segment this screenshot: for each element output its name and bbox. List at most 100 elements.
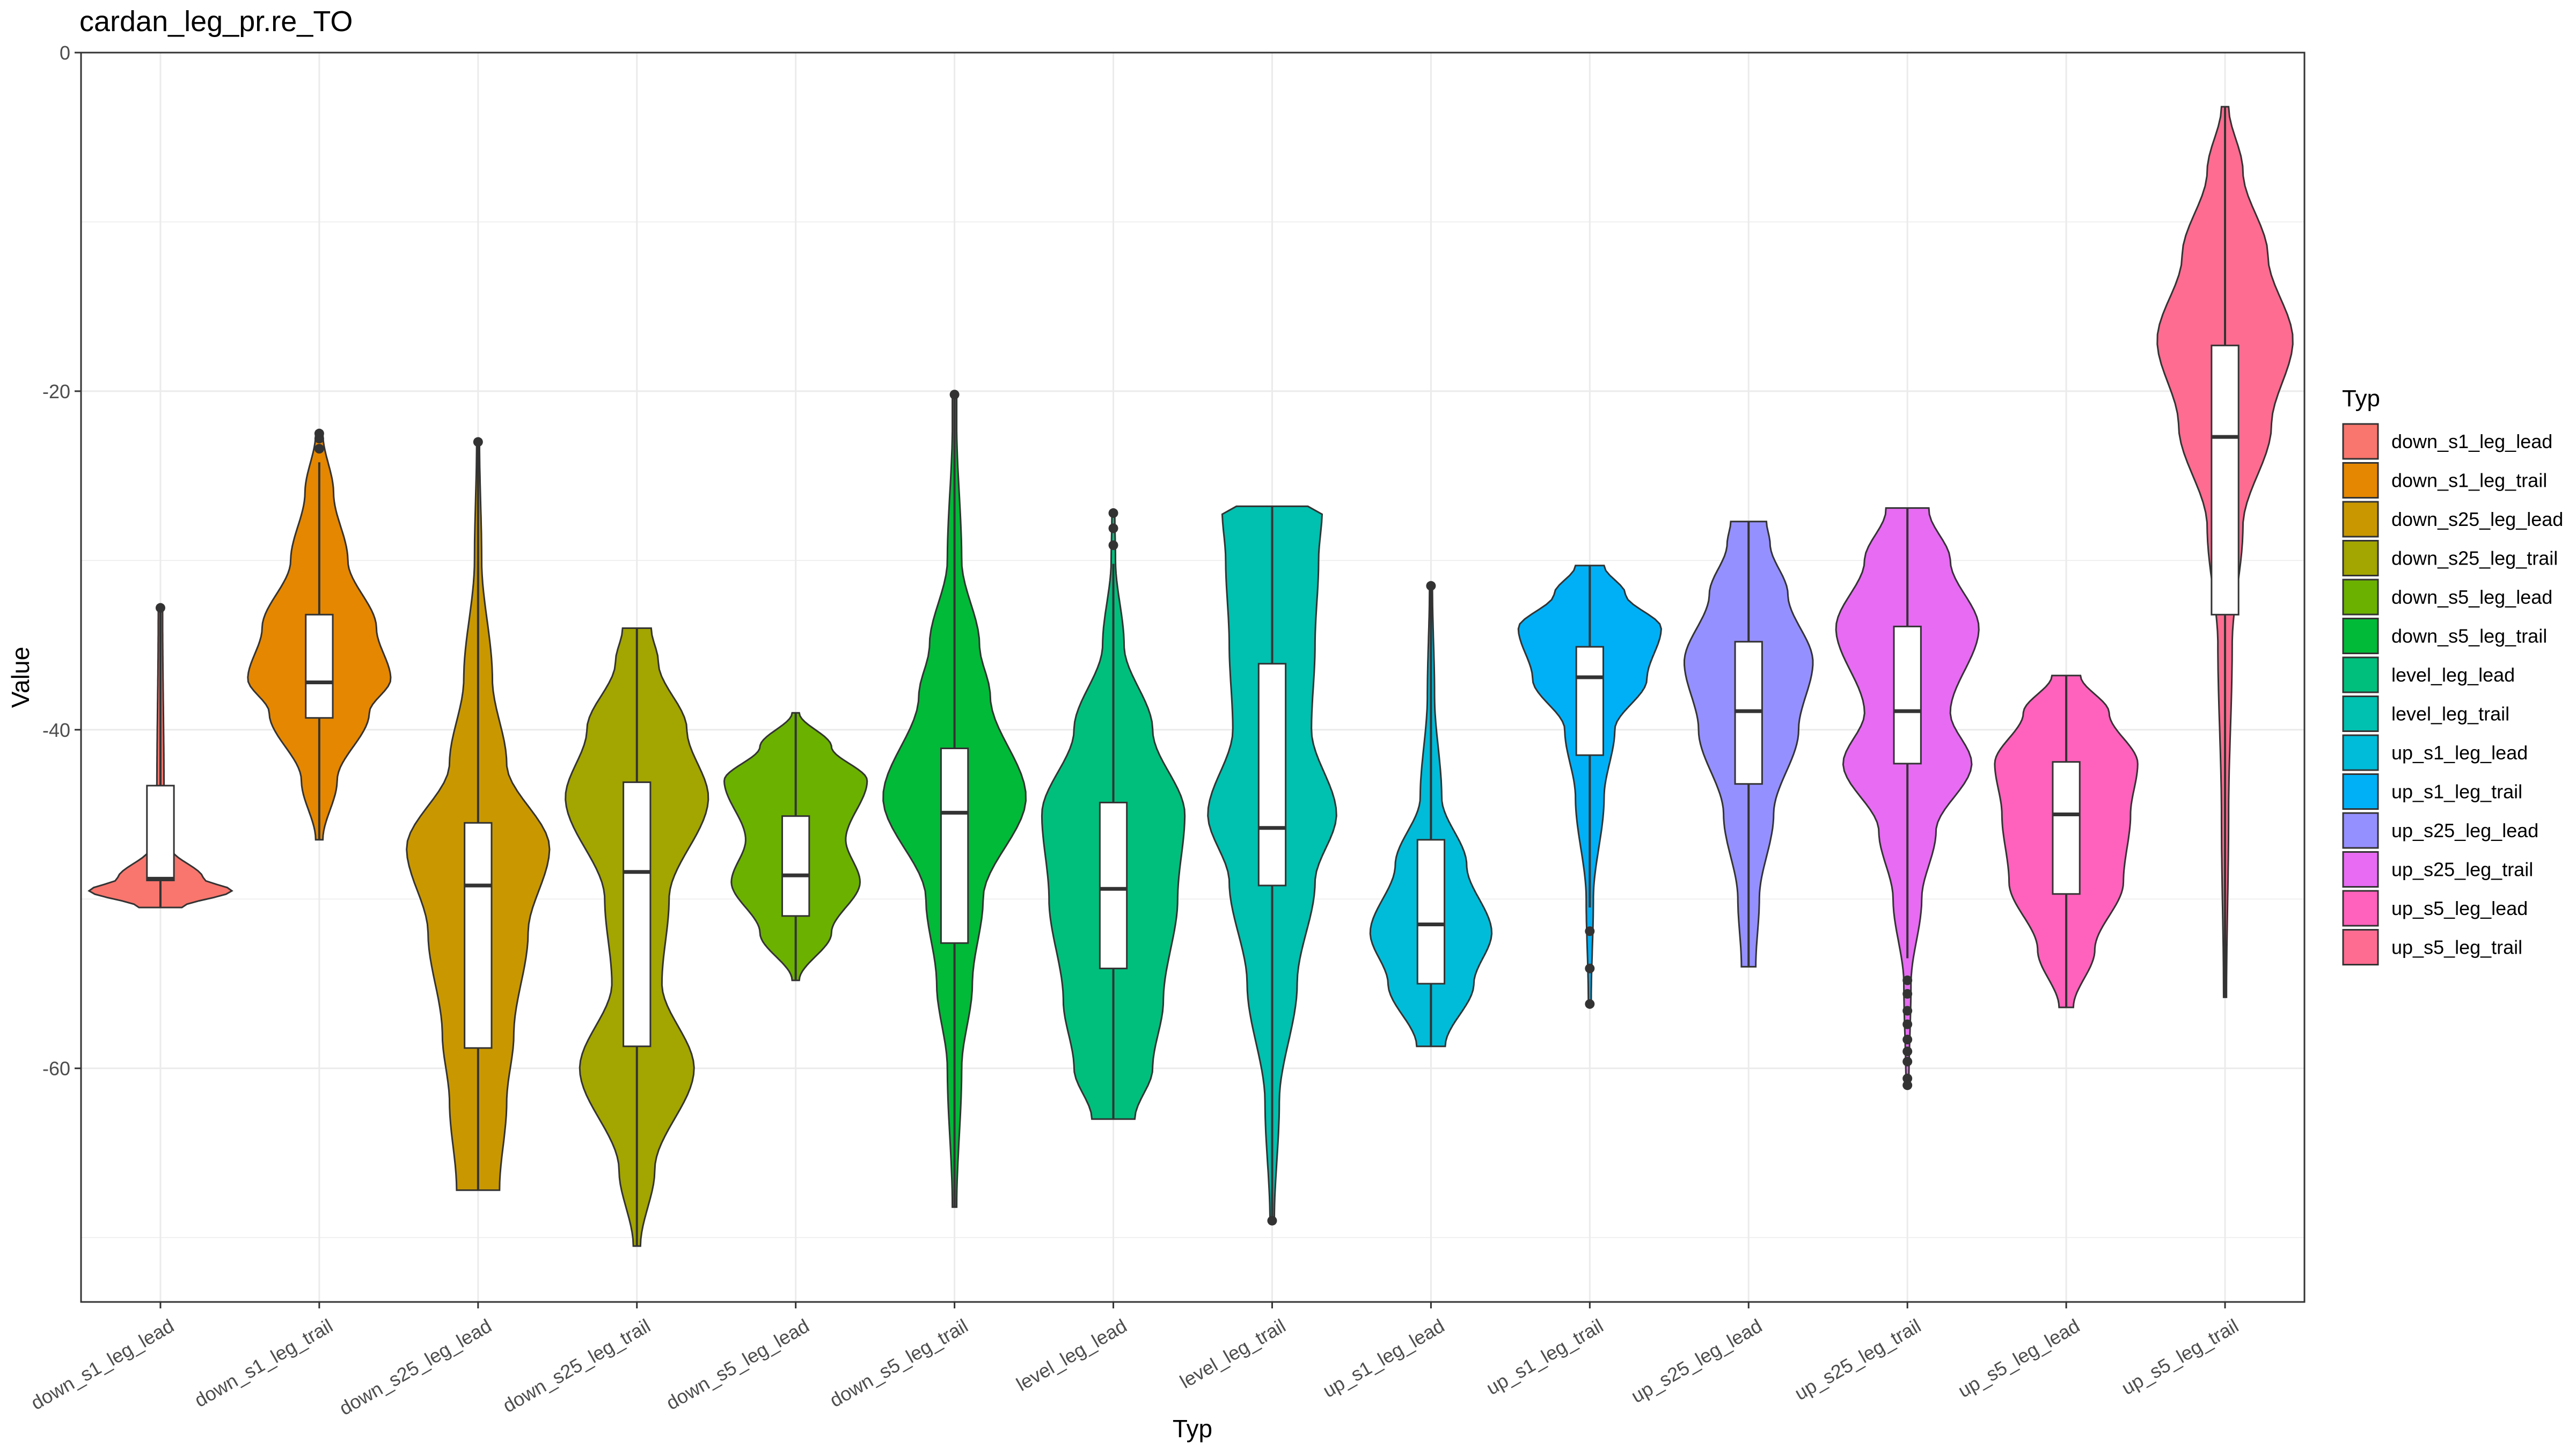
violin-group-up_s1_leg_lead [1369,581,1493,1048]
outlier-point [1585,999,1595,1009]
x-tick-label: level_leg_trail [1176,1314,1289,1393]
violin-group-up_s1_leg_trail [1517,565,1663,1009]
outlier-point [1902,1046,1913,1057]
legend-label: down_s5_leg_lead [2391,586,2552,608]
x-tick-label: up_s1_leg_lead [1319,1314,1448,1402]
violin-group-down_s1_leg_lead [87,603,233,909]
y-axis-ticks: 0 -20 -40 -60 [42,42,81,1080]
legend-swatch [2342,540,2379,576]
legend-label: up_s25_leg_trail [2391,859,2533,881]
legend-label: up_s5_leg_trail [2391,936,2522,958]
violin-group-down_s1_leg_trail [247,428,392,841]
x-tick-label: down_s5_leg_trail [826,1314,972,1411]
legend-label: down_s1_leg_lead [2391,430,2552,452]
x-tick-label: level_leg_lead [1013,1314,1131,1395]
violin-group-down_s5_leg_trail [882,390,1027,1208]
outlier-point [1902,1080,1913,1091]
violin-group-up_s25_leg_trail [1835,507,1980,1091]
outlier-point [1267,1216,1277,1226]
legend-label: up_s1_leg_trail [2391,781,2522,803]
box-iqr [1575,646,1604,756]
legend-swatch [2342,696,2379,732]
legend-item-down_s1_leg_trail: down_s1_leg_trail [2342,462,2547,499]
legend-label: down_s25_leg_lead [2391,508,2563,530]
legend-swatch [2342,656,2379,693]
legend-label: down_s1_leg_trail [2391,470,2547,492]
x-tick-label: up_s25_leg_lead [1627,1314,1766,1407]
x-tick-label: up_s5_leg_trail [2118,1314,2242,1399]
legend-swatch [2342,579,2379,616]
outlier-point [314,444,324,454]
legend-item-up_s25_leg_trail: up_s25_leg_trail [2342,851,2533,888]
legend-item-up_s25_leg_lead: up_s25_leg_lead [2342,812,2538,849]
outlier-point [1902,1019,1913,1029]
outlier-point [1426,581,1436,591]
legend-item-level_leg_trail: level_leg_trail [2342,696,2509,732]
box-iqr [623,781,652,1048]
legend-swatch [2342,812,2379,849]
legend-item-down_s5_leg_lead: down_s5_leg_lead [2342,579,2552,616]
outlier-point [1902,989,1913,999]
violin-group-down_s25_leg_trail [565,627,709,1247]
violin-group-level_leg_trail [1207,505,1337,1226]
legend-item-up_s1_leg_lead: up_s1_leg_lead [2342,734,2528,771]
legend-label: up_s5_leg_lead [2391,897,2528,919]
legend-swatch [2342,462,2379,499]
x-tick-label: down_s25_leg_trail [499,1314,654,1417]
legend-item-down_s25_leg_lead: down_s25_leg_lead [2342,501,2563,538]
legend-item-up_s5_leg_trail: up_s5_leg_trail [2342,929,2522,965]
legend-swatch [2342,734,2379,771]
chart-title: cardan_leg_pr.re_TO [79,5,353,38]
legend-title: Typ [2342,385,2380,412]
legend-item-up_s5_leg_lead: up_s5_leg_lead [2342,890,2528,927]
box-iqr [1893,625,1922,765]
x-tick-label: up_s1_leg_trail [1482,1314,1607,1399]
y-tick-label: -40 [42,719,70,741]
y-tick-label: 0 [60,42,70,64]
box-iqr [464,822,493,1049]
violin-group-down_s5_leg_lead [723,712,868,982]
violin-group-up_s5_leg_lead [1994,675,2139,1008]
legend-item-down_s25_leg_trail: down_s25_leg_trail [2342,540,2558,576]
violin-group-up_s5_leg_trail [2156,106,2294,998]
legend-swatch [2342,773,2379,810]
legend-swatch [2342,929,2379,965]
legend-swatch [2342,423,2379,460]
outlier-point [1902,975,1913,985]
x-axis-label: Typ [1173,1415,1212,1443]
outlier-point [314,434,324,444]
legend-label: level_leg_lead [2391,664,2515,686]
legend-label: up_s25_leg_lead [2391,819,2538,841]
box-iqr [940,747,969,944]
violin-group-down_s25_leg_lead [406,437,551,1191]
box-iqr [146,785,175,882]
y-tick-label: -60 [42,1058,70,1080]
x-tick-label: up_s25_leg_trail [1791,1314,1924,1404]
violin-group-up_s25_leg_lead [1684,521,1814,968]
outlier-point [1108,508,1118,518]
legend-item-down_s5_leg_trail: down_s5_leg_trail [2342,618,2547,654]
legend-swatch [2342,851,2379,888]
legend-item-up_s1_leg_trail: up_s1_leg_trail [2342,773,2522,810]
outlier-point [1902,1057,1913,1067]
outlier-point [949,390,960,400]
y-axis-label: Value [6,647,34,708]
legend-item-level_leg_lead: level_leg_lead [2342,656,2515,693]
legend-label: up_s1_leg_lead [2391,742,2528,764]
x-tick-label: down_s25_leg_lead [335,1314,495,1419]
outlier-point [1902,1006,1913,1016]
box-iqr [2052,761,2081,895]
x-tick-label: down_s1_leg_lead [27,1314,178,1414]
outlier-point [1902,1073,1913,1084]
box-iqr [1257,663,1287,887]
legend-label: down_s5_leg_trail [2391,625,2547,647]
box-iqr [1416,839,1446,985]
x-tick-label: up_s5_leg_lead [1954,1314,2083,1402]
legend-label: level_leg_trail [2391,703,2509,725]
x-tick-label: down_s5_leg_lead [662,1314,813,1414]
legend-swatch [2342,501,2379,538]
box-iqr [305,613,334,719]
legend-label: down_s25_leg_trail [2391,547,2558,569]
outlier-point [1108,540,1118,550]
